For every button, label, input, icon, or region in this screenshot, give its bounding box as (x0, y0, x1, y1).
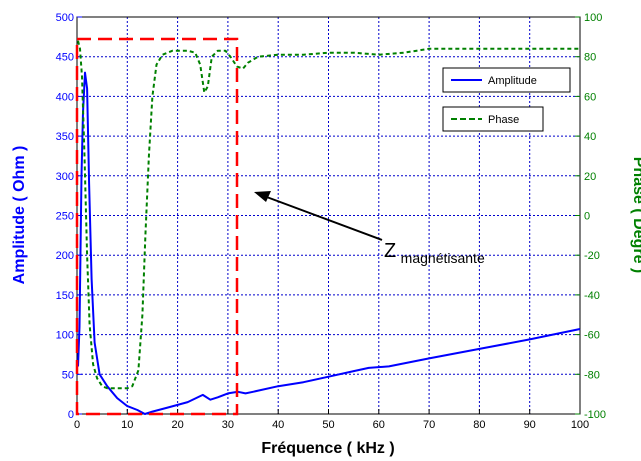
y-right-tick-label: -20 (584, 250, 600, 262)
series (77, 40, 581, 415)
annotation-arrow-line (263, 195, 383, 241)
y-right-tick-label: 40 (584, 131, 596, 143)
y-axis-right-title: Phase ( Degré ) (630, 157, 641, 273)
y-right-tick-label: 20 (584, 171, 596, 183)
y-axis-left-title: Amplitude ( Ohm ) (11, 146, 28, 285)
highlight-region-box (75, 37, 239, 416)
y-left-tick-label: 300 (56, 171, 74, 183)
y-right-tick-label: -40 (584, 290, 600, 302)
y-right-tick-label: -60 (584, 330, 600, 342)
y-left-tick-label: 150 (56, 290, 74, 302)
legend-amplitude-label: Amplitude (488, 75, 537, 87)
x-axis-title: Fréquence ( kHz ) (261, 440, 394, 457)
annotation-label-main: Z (384, 240, 396, 262)
x-tick-label: 30 (222, 419, 234, 431)
y-left-tick-label: 450 (56, 52, 74, 64)
annotation-label-subscript: magnétisante (401, 250, 485, 266)
series-line-phase (77, 40, 580, 390)
y-left-tick-label: 0 (68, 409, 74, 421)
y-left-tick-label: 100 (56, 330, 74, 342)
legend-item-phase-box (442, 106, 544, 132)
legend: Amplitude Phase (442, 67, 571, 132)
x-tick-label: 40 (272, 419, 284, 431)
x-tick-label: 50 (322, 419, 334, 431)
y-right-tick-label: 100 (584, 12, 602, 24)
axes: 0 10 20 30 40 50 60 70 80 90 100050100150200250300… (56, 12, 606, 431)
y-left-tick-label: 200 (56, 250, 74, 262)
legend-phase-label: Phase (488, 114, 519, 126)
y-left-tick-label: 50 (62, 369, 74, 381)
x-tick-label: 0 (74, 419, 80, 431)
series-line-amplitude (77, 71, 581, 415)
y-right-tick-label: 0 (584, 211, 590, 223)
annotation: Z magnétisante (254, 191, 485, 266)
annotation-label: Z magnétisante (384, 240, 485, 266)
y-right-tick-label: 60 (584, 91, 596, 103)
x-tick-label: 20 (171, 419, 183, 431)
x-tick-label: 10 (121, 419, 133, 431)
x-tick-label: 70 (423, 419, 435, 431)
y-right-tick-label: -100 (584, 409, 606, 421)
annotation-arrowhead (254, 191, 271, 202)
x-tick-label: 60 (373, 419, 385, 431)
x-tick-label: 100 (571, 419, 589, 431)
y-left-tick-label: 400 (56, 91, 74, 103)
y-right-tick-label: -80 (584, 369, 600, 381)
x-tick-label: 90 (524, 419, 536, 431)
y-left-tick-label: 250 (56, 211, 74, 223)
y-left-tick-label: 350 (56, 131, 74, 143)
y-left-tick-label: 500 (56, 12, 74, 24)
x-tick-label: 80 (473, 419, 485, 431)
y-right-tick-label: 80 (584, 52, 596, 64)
